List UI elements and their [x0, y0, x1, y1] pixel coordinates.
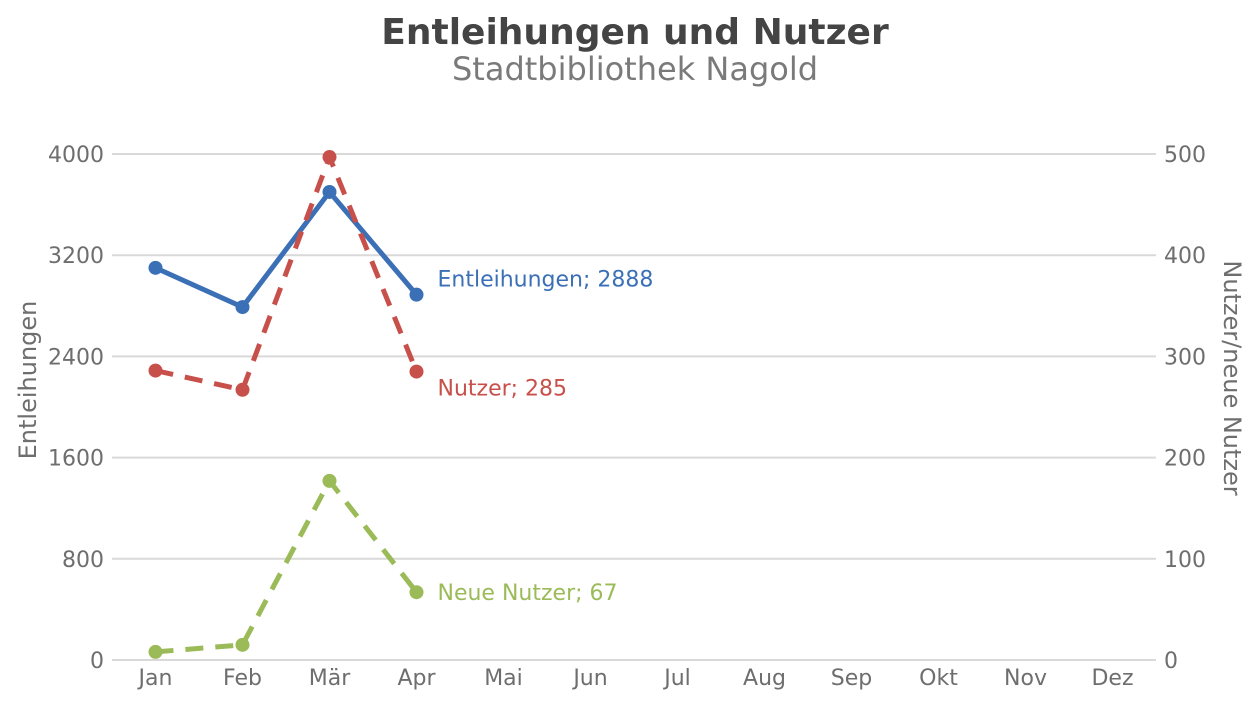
data-point — [235, 300, 250, 315]
y-axis-right-label: Nutzer/neue Nutzer — [1218, 260, 1246, 495]
data-point — [235, 382, 250, 397]
x-tick-label: Mai — [484, 666, 523, 691]
series: Entleihungen; 2888 Nutzer; 285 Neue Nutzer… — [148, 150, 654, 659]
x-tick-label: Jul — [662, 666, 691, 691]
data-point — [148, 260, 163, 275]
series-end-label: Neue Nutzer; 67 — [438, 581, 618, 606]
y-right-tick-label: 100 — [1164, 548, 1206, 573]
x-tick-label: Sep — [831, 666, 872, 691]
series-end-label: Entleihungen; 2888 — [438, 268, 654, 293]
y-left-tick-label: 1600 — [48, 447, 104, 472]
x-tick-label: Jan — [137, 666, 173, 691]
x-tick-label: Okt — [919, 666, 958, 691]
gridlines — [112, 153, 1156, 661]
data-point — [322, 473, 337, 488]
series-nutzer: Nutzer; 285 — [148, 150, 568, 402]
y-right-tick-label: 200 — [1164, 447, 1206, 472]
y-axis-left-label: Entleihungen — [14, 301, 42, 460]
x-tick-label: Apr — [397, 666, 436, 691]
data-point — [148, 644, 163, 659]
y-right-tick-label: 500 — [1164, 143, 1206, 168]
y-left-tick-label: 0 — [90, 649, 104, 674]
x-tick-label: Aug — [743, 666, 786, 691]
y-left-tick-label: 800 — [62, 548, 104, 573]
series-line — [154, 189, 419, 310]
y-right-tick-label: 0 — [1164, 649, 1178, 674]
x-tick-label: Mär — [309, 666, 351, 691]
y-left-tick-label: 4000 — [48, 143, 104, 168]
axes: 0 800 1600 2400 3200 4000 0 100 200 300 400 500 Jan F… — [48, 143, 1206, 691]
x-tick-label: Nov — [1004, 666, 1047, 691]
data-point — [409, 585, 424, 600]
y-right-tick-label: 300 — [1164, 345, 1206, 370]
data-point — [235, 637, 250, 652]
chart-title: Entleihungen und Nutzer — [381, 12, 889, 53]
series-end-label: Nutzer; 285 — [438, 377, 568, 402]
series-neue-nutzer: Neue Nutzer; 67 — [148, 473, 618, 659]
data-point — [409, 287, 424, 302]
data-point — [322, 184, 337, 199]
data-point — [409, 364, 424, 379]
series-line — [154, 154, 419, 393]
x-tick-label: Feb — [223, 666, 262, 691]
y-left-tick-label: 2400 — [48, 345, 104, 370]
x-tick-label: Dez — [1091, 666, 1133, 691]
y-right-tick-label: 400 — [1164, 244, 1206, 269]
data-point — [148, 363, 163, 378]
x-tick-label: Jun — [571, 666, 607, 691]
series-line — [155, 478, 419, 655]
chart-subtitle: Stadtbibliothek Nagold — [452, 50, 818, 88]
y-left-tick-label: 3200 — [48, 244, 104, 269]
data-point — [322, 150, 337, 165]
series-entleihungen: Entleihungen; 2888 — [148, 184, 654, 315]
